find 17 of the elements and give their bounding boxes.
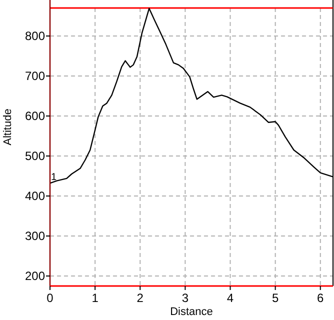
x-tick-label: 6 [317,291,324,305]
x-tick-label: 1 [92,291,99,305]
y-tick-label: 700 [24,69,46,84]
y-tick-label: 400 [24,189,46,204]
y-tick-label: 300 [24,229,46,244]
x-tick-label: 4 [226,291,234,305]
y-tick-label: 500 [24,149,46,164]
x-tick-label: 2 [136,291,144,305]
x-tick-label: 3 [182,291,189,305]
annotation: 1 [51,172,57,183]
x-tick-label: 0 [46,291,54,305]
y-tick-label: 800 [24,29,46,44]
y-axis-title: Altitude [2,108,14,146]
y-tick-label: 600 [24,109,46,124]
y-tick-label: 200 [24,269,46,284]
x-axis-title: Distance [170,306,213,318]
x-tick-label: 5 [272,291,279,305]
